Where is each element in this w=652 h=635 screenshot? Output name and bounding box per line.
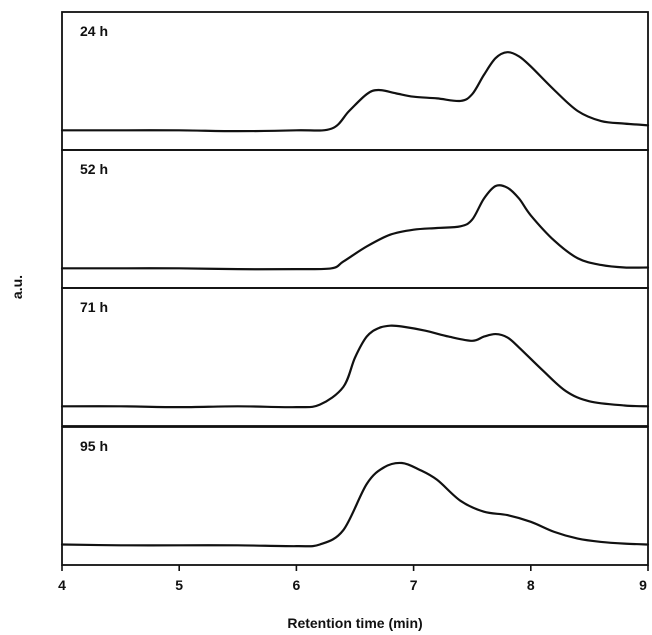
panel-label: 95 h: [80, 438, 108, 454]
x-axis-title: Retention time (min): [287, 615, 422, 631]
panel-label: 71 h: [80, 299, 108, 315]
panel-label: 24 h: [80, 23, 108, 39]
x-axis: 4 5 6 7 8 9: [58, 565, 649, 593]
x-tick-label: 8: [527, 577, 535, 593]
chromatogram-trace: [60, 51, 650, 133]
panel-4: 95 h: [60, 426, 650, 566]
x-tick-label: 7: [410, 577, 418, 593]
panel-frame: [61, 287, 649, 427]
y-axis-title: a.u.: [9, 275, 25, 299]
x-tick-label: 5: [175, 577, 183, 593]
panel-3: 71 h: [60, 287, 650, 427]
panel-1: 24 h: [60, 11, 650, 151]
panels-group: 24 h 52 h 71 h 95 h: [60, 11, 650, 566]
chromatogram-trace: [60, 461, 650, 548]
x-tick-label: 4: [58, 577, 66, 593]
chromatogram-trace: [60, 324, 650, 409]
chromatogram-trace: [60, 184, 650, 271]
x-tick-label: 9: [639, 577, 647, 593]
x-tick-label: 6: [293, 577, 301, 593]
panel-label: 52 h: [80, 161, 108, 177]
panel-frame: [61, 426, 649, 566]
panel-2: 52 h: [60, 149, 650, 289]
